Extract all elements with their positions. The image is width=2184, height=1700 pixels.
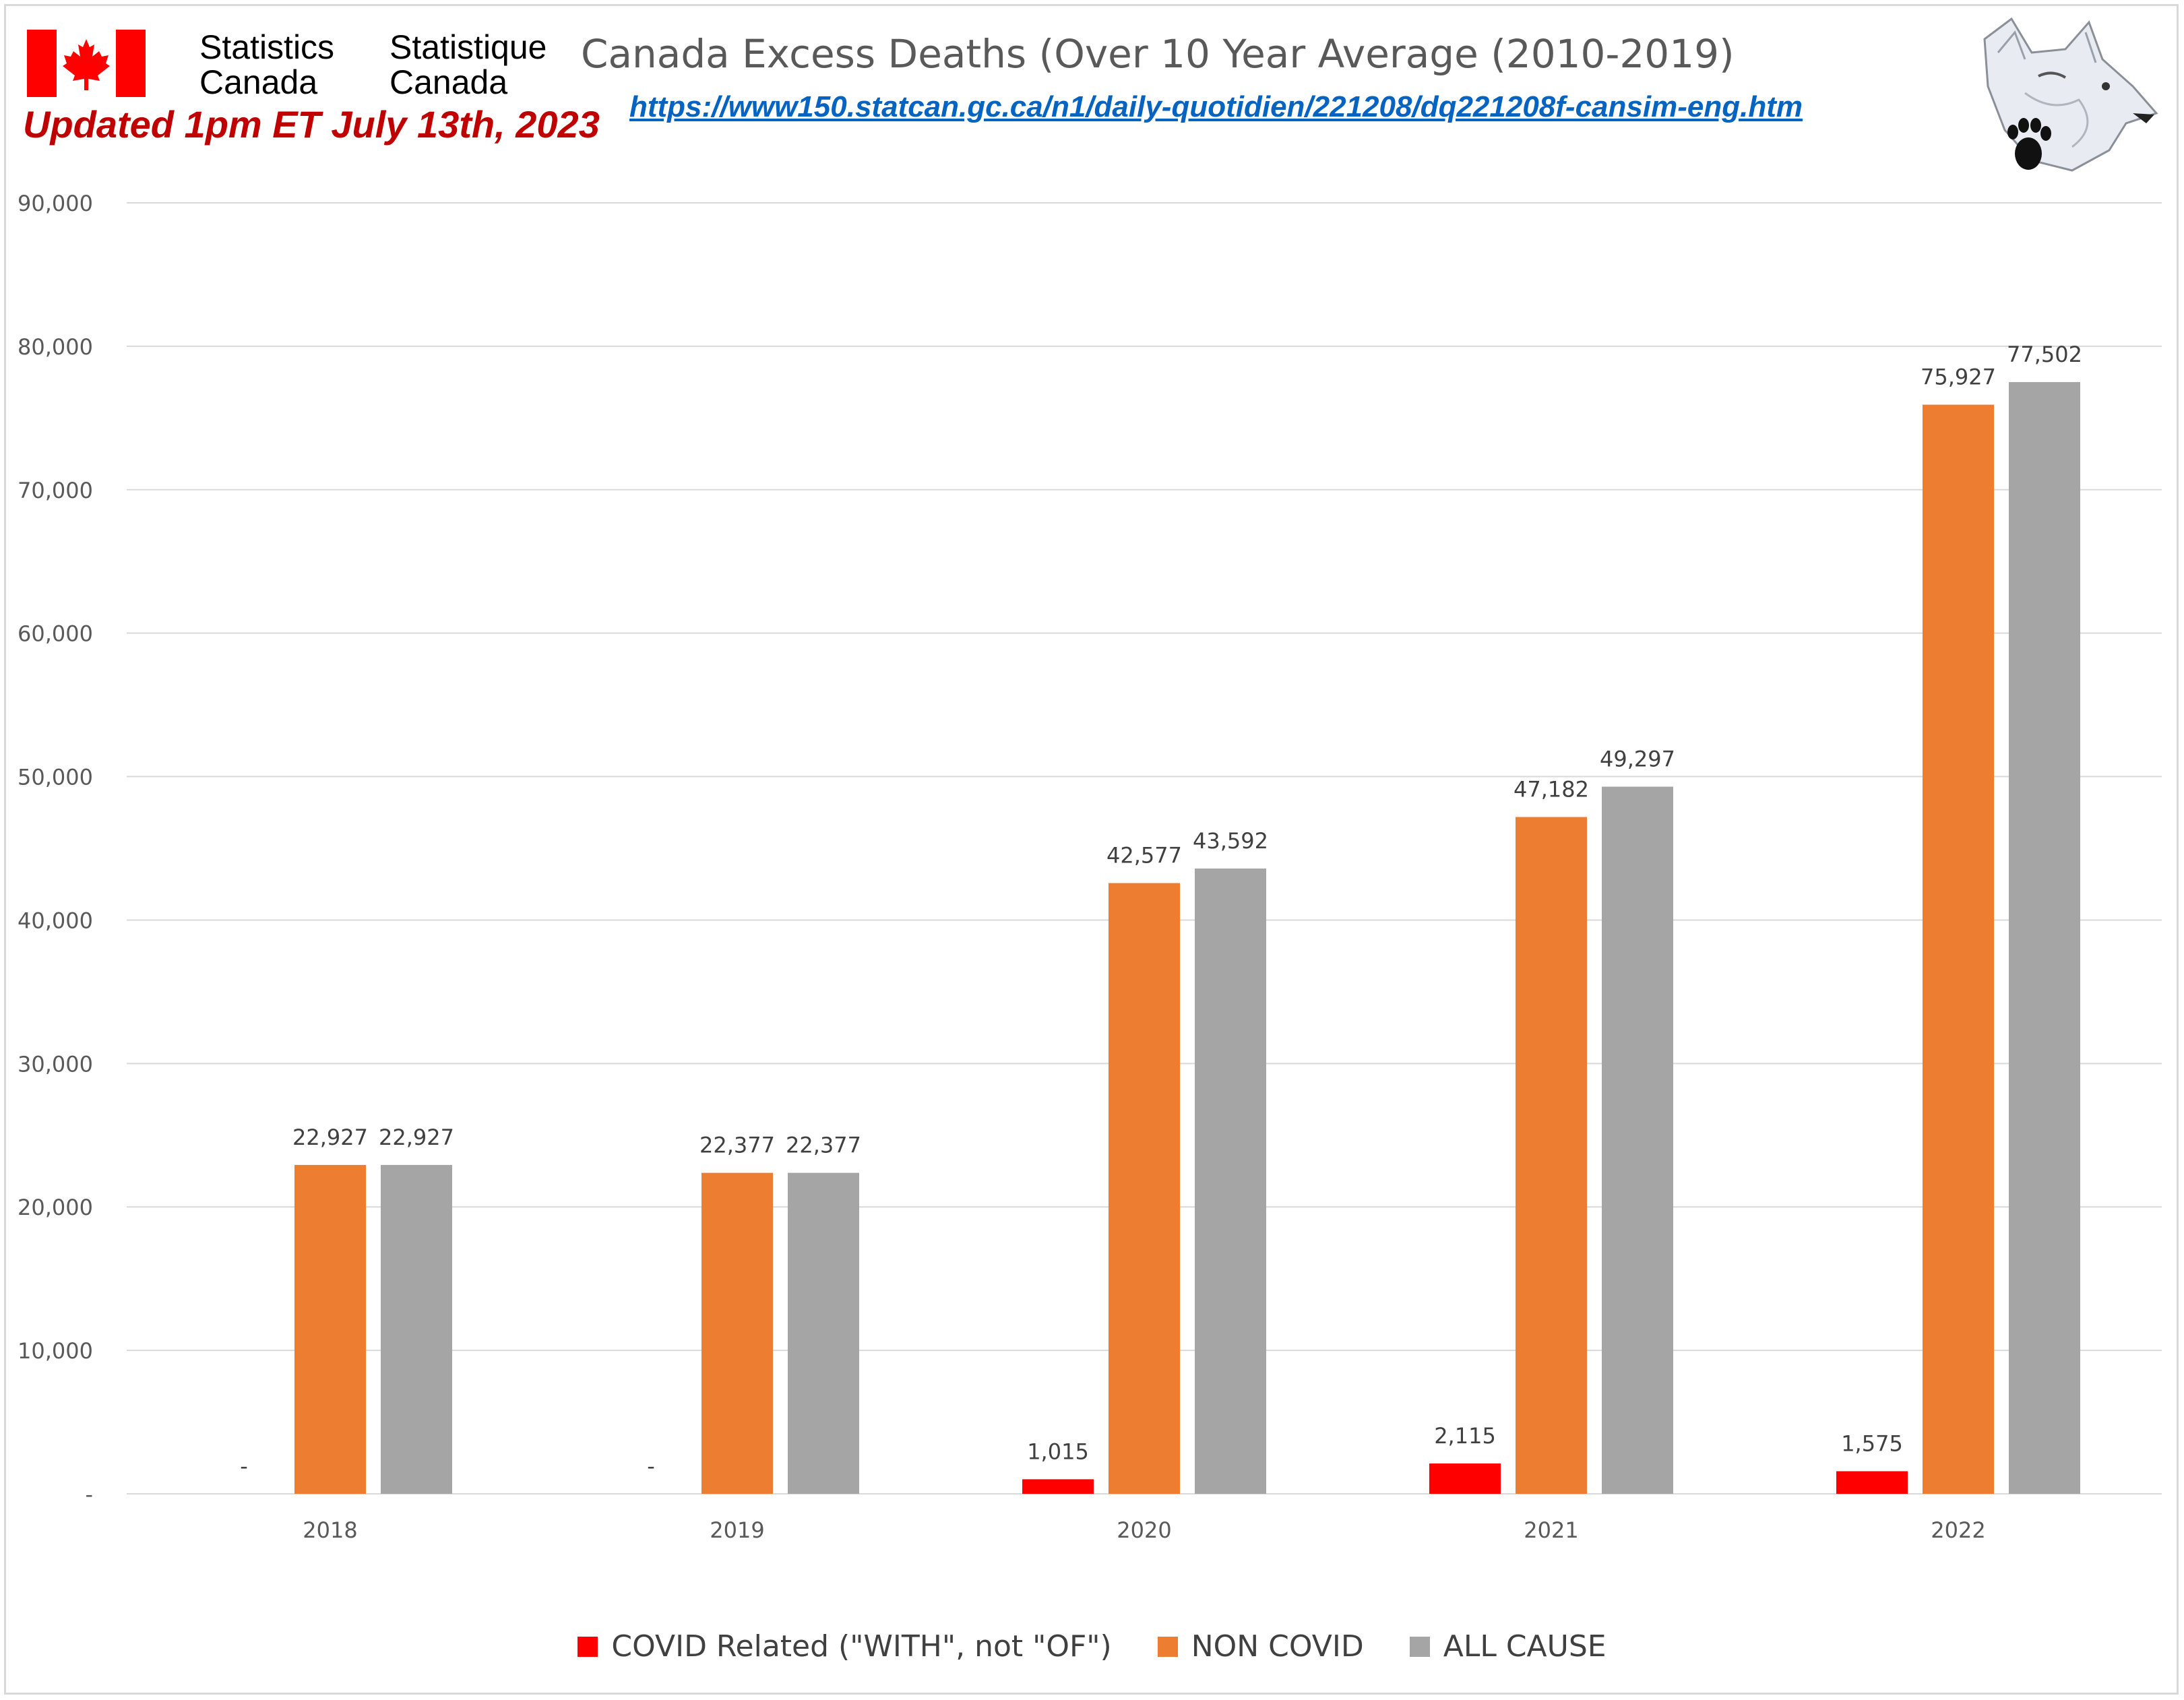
- org-en-line2: Canada: [199, 63, 318, 101]
- bar-all-cause-2021: [1602, 786, 1673, 1494]
- x-tick-label-2018: 2018: [303, 1517, 357, 1543]
- y-axis-ticks: - 10,000 20,000 30,000 40,000 50,000 60,000 70,…: [18, 191, 93, 1507]
- x-tick-label-2021: 2021: [1524, 1517, 1578, 1543]
- org-name-english: Statistics Canada: [199, 30, 334, 100]
- data-label-all-cause-2022: 77,502: [2007, 342, 2082, 367]
- data-label-covid-2018: -: [240, 1453, 248, 1479]
- y-tick-label: -: [85, 1482, 93, 1507]
- data-label-non-covid-2021: 47,182: [1514, 777, 1589, 802]
- legend-label-covid: COVID Related ("WITH", not "OF"): [611, 1629, 1112, 1664]
- bar-all-cause-2022: [2009, 382, 2080, 1494]
- y-tick-label: 70,000: [18, 478, 93, 503]
- legend-swatch-non-covid: [1157, 1636, 1178, 1657]
- bar-non-covid-2018: [294, 1164, 366, 1494]
- y-tick-label: 80,000: [18, 334, 93, 360]
- bar-non-covid-2020: [1109, 883, 1180, 1494]
- y-tick-label: 90,000: [18, 191, 93, 216]
- y-tick-label: 40,000: [18, 908, 93, 933]
- x-tick-label-2020: 2020: [1117, 1517, 1171, 1543]
- data-label-covid-2020: 1,015: [1027, 1439, 1089, 1464]
- data-label-covid-2022: 1,575: [1841, 1430, 1903, 1456]
- y-tick-label: 10,000: [18, 1338, 93, 1364]
- legend: COVID Related ("WITH", not "OF") NON COV…: [0, 1629, 2184, 1664]
- data-label-covid-2019: -: [647, 1453, 655, 1479]
- bar-non-covid-2022: [1923, 404, 1994, 1494]
- data-label-non-covid-2020: 42,577: [1106, 843, 1182, 869]
- data-labels: - 22,927 22,927 - 22,377 22,377 1,015 42,577 43,…: [240, 342, 2082, 1479]
- chart-title: Canada Excess Deaths (Over 10 Year Avera…: [581, 31, 1735, 77]
- updated-note: Updated 1pm ET July 13th, 2023: [23, 103, 600, 146]
- data-label-all-cause-2020: 43,592: [1193, 828, 1268, 854]
- legend-label-non-covid: NON COVID: [1191, 1629, 1364, 1664]
- org-name-french: Statistique Canada: [389, 30, 547, 100]
- data-label-non-covid-2019: 22,377: [699, 1133, 775, 1158]
- bar-all-cause-2020: [1195, 868, 1266, 1494]
- data-label-covid-2021: 2,115: [1434, 1423, 1496, 1449]
- y-tick-label: 60,000: [18, 621, 93, 647]
- data-label-all-cause-2018: 22,927: [379, 1125, 454, 1150]
- bar-all-cause-2018: [381, 1164, 452, 1494]
- excess-deaths-bar-chart: - 10,000 20,000 30,000 40,000 50,000 60,000 70,…: [18, 191, 2162, 1543]
- bar-non-covid-2019: [701, 1172, 773, 1494]
- canada-flag-icon: [27, 30, 146, 97]
- bar-all-cause-2019: [788, 1172, 859, 1494]
- data-label-non-covid-2022: 75,927: [1921, 365, 1996, 390]
- data-label-all-cause-2021: 49,297: [1600, 747, 1675, 772]
- wolf-paw-logo-icon: [1983, 17, 2158, 172]
- data-label-all-cause-2019: 22,377: [786, 1133, 861, 1158]
- x-axis-ticks: 2018 2019 2020 2021 2022: [303, 1517, 1985, 1543]
- legend-item-all-cause[interactable]: ALL CAUSE: [1409, 1629, 1606, 1664]
- y-tick-label: 30,000: [18, 1051, 93, 1077]
- x-tick-label-2022: 2022: [1931, 1517, 1985, 1543]
- bar-covid-2022: [1836, 1471, 1908, 1494]
- y-tick-label: 20,000: [18, 1195, 93, 1220]
- legend-item-non-covid[interactable]: NON COVID: [1157, 1629, 1364, 1664]
- bars: [294, 382, 2080, 1494]
- y-tick-label: 50,000: [18, 765, 93, 790]
- bar-covid-2021: [1429, 1463, 1501, 1494]
- legend-label-all-cause: ALL CAUSE: [1443, 1629, 1606, 1664]
- source-link[interactable]: https://www150.statcan.gc.ca/n1/daily-qu…: [629, 90, 1803, 123]
- bar-covid-2020: [1022, 1479, 1094, 1494]
- org-fr-line2: Canada: [389, 63, 508, 101]
- org-en-line1: Statistics: [199, 28, 335, 66]
- chart-frame: [4, 4, 2179, 1695]
- legend-item-covid[interactable]: COVID Related ("WITH", not "OF"): [578, 1629, 1112, 1664]
- data-label-non-covid-2018: 22,927: [292, 1125, 368, 1150]
- bar-non-covid-2021: [1516, 817, 1587, 1494]
- legend-swatch-covid: [578, 1636, 598, 1657]
- x-tick-label-2019: 2019: [710, 1517, 764, 1543]
- org-fr-line1: Statistique: [389, 28, 547, 66]
- legend-swatch-all-cause: [1409, 1636, 1430, 1657]
